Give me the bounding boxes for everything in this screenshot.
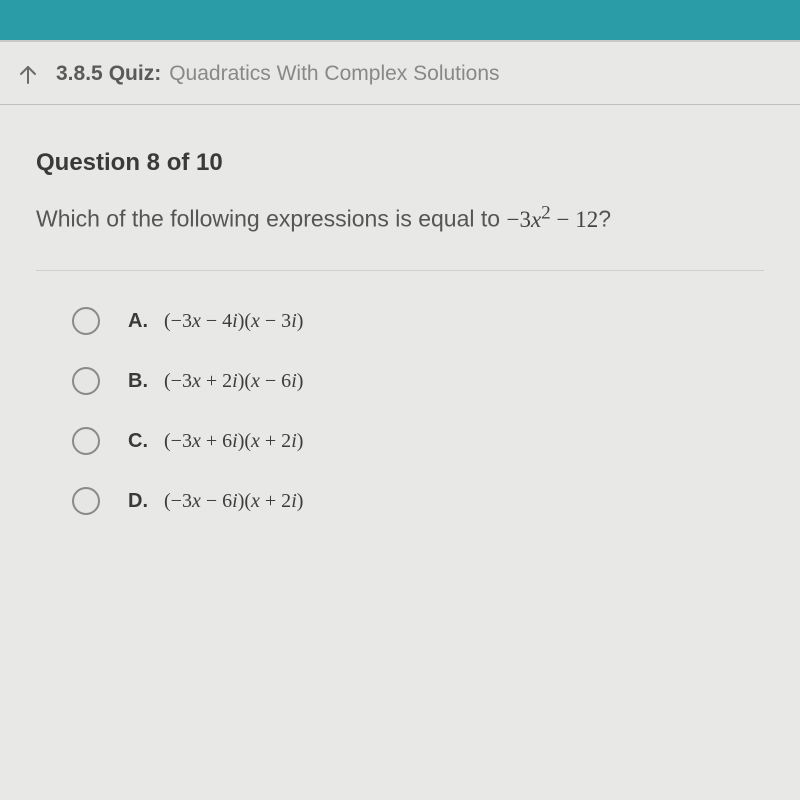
quiz-code: 3.8.5 [56, 62, 103, 86]
radio-icon[interactable] [72, 367, 100, 395]
answer-options: A. (−3x − 4i)(x − 3i) B. (−3x + 2i)(x − … [36, 271, 764, 515]
prompt-suffix: ? [598, 206, 611, 232]
back-arrow-icon[interactable] [14, 60, 42, 88]
question-content: Question 8 of 10 Which of the following … [0, 105, 800, 515]
option-a[interactable]: A. (−3x − 4i)(x − 3i) [72, 307, 764, 335]
quiz-title: Quadratics With Complex Solutions [169, 62, 499, 86]
prompt-prefix: Which of the following expressions is eq… [36, 206, 506, 232]
option-c[interactable]: C. (−3x + 6i)(x + 2i) [72, 427, 764, 455]
option-expression: (−3x + 2i)(x − 6i) [164, 370, 303, 393]
option-expression: (−3x − 4i)(x − 3i) [164, 310, 303, 333]
radio-icon[interactable] [72, 307, 100, 335]
radio-icon[interactable] [72, 487, 100, 515]
option-letter: D. [128, 490, 150, 513]
quiz-header: 3.8.5 Quiz: Quadratics With Complex Solu… [0, 42, 800, 105]
question-number: Question 8 of 10 [36, 149, 764, 177]
quiz-label: Quiz: [109, 62, 162, 86]
prompt-expression: −3x2 − 12 [506, 207, 598, 232]
question-prompt: Which of the following expressions is eq… [36, 199, 764, 271]
option-letter: C. [128, 430, 150, 453]
option-letter: A. [128, 310, 150, 333]
quiz-panel: 3.8.5 Quiz: Quadratics With Complex Solu… [0, 40, 800, 800]
option-expression: (−3x − 6i)(x + 2i) [164, 490, 303, 513]
option-expression: (−3x + 6i)(x + 2i) [164, 430, 303, 453]
option-d[interactable]: D. (−3x − 6i)(x + 2i) [72, 487, 764, 515]
option-b[interactable]: B. (−3x + 2i)(x − 6i) [72, 367, 764, 395]
option-letter: B. [128, 370, 150, 393]
radio-icon[interactable] [72, 427, 100, 455]
